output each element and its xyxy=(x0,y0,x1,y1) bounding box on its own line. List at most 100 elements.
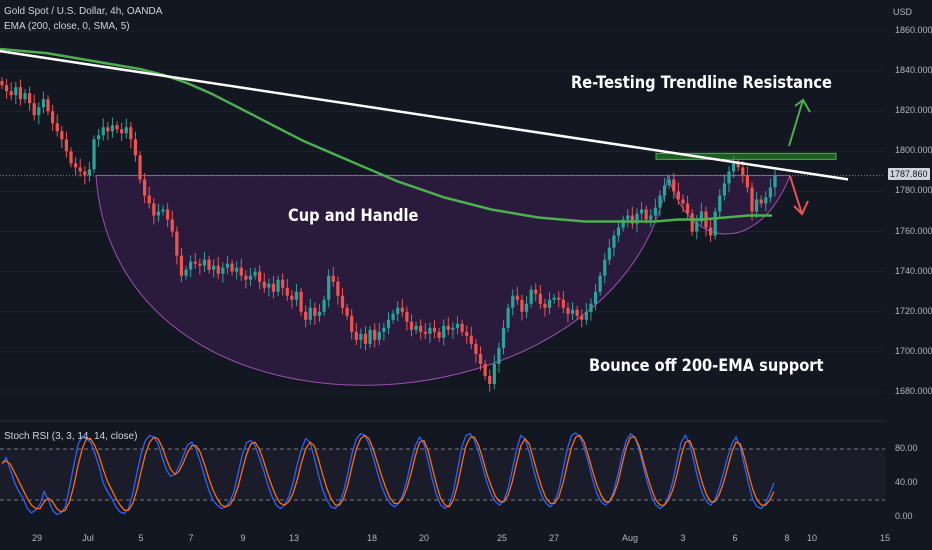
candle-body xyxy=(672,179,676,192)
x-tick-label: 7 xyxy=(188,533,194,543)
candle-body xyxy=(584,311,588,320)
candle-body xyxy=(589,303,593,312)
candle-body xyxy=(442,325,446,338)
candle-body xyxy=(492,363,496,384)
candle-body xyxy=(290,295,294,300)
candle-body xyxy=(253,271,257,276)
candle-body xyxy=(639,209,644,214)
candle-body xyxy=(529,289,533,304)
rsi-d-line xyxy=(1,434,775,513)
arrow-up-icon xyxy=(788,98,811,147)
candle-body xyxy=(74,163,78,168)
candle-body xyxy=(166,209,170,220)
candle-body xyxy=(727,171,731,184)
candle-body xyxy=(524,303,529,312)
candle-body xyxy=(304,311,308,320)
candle-body xyxy=(354,331,358,340)
x-tick-label: 9 xyxy=(240,533,246,543)
cup-shape xyxy=(95,174,669,386)
candle-body xyxy=(299,291,303,312)
candle-body xyxy=(313,307,317,316)
candle-body xyxy=(722,183,726,196)
candle-body xyxy=(32,103,36,116)
candle-body xyxy=(469,335,473,344)
candle-body xyxy=(175,231,179,256)
candle-body xyxy=(51,111,55,124)
candle-body xyxy=(147,195,151,204)
candle-body xyxy=(607,247,611,260)
candle-body xyxy=(764,197,768,204)
candle-body xyxy=(64,139,69,152)
candle-body xyxy=(708,227,713,236)
x-tick-label: Jul xyxy=(82,533,94,543)
candle-body xyxy=(451,327,455,330)
candle-body xyxy=(83,171,87,176)
candle-body xyxy=(695,221,699,232)
candle-body xyxy=(593,291,598,304)
rsi-tick-label: 40.00 xyxy=(895,477,918,487)
candle-body xyxy=(575,309,579,316)
candle-body xyxy=(92,139,96,170)
candle-body xyxy=(161,209,165,212)
candle-body xyxy=(501,327,506,348)
candle-body xyxy=(46,99,50,112)
candle-body xyxy=(308,307,312,320)
candle-body xyxy=(557,297,561,300)
rsi-tick-label: 80.00 xyxy=(895,443,918,453)
candle-body xyxy=(400,307,404,312)
candle-body xyxy=(685,203,690,214)
candle-body xyxy=(520,299,524,312)
candle-body xyxy=(644,209,648,220)
candle-body xyxy=(239,267,243,276)
x-tick-label: 8 xyxy=(784,533,790,543)
resistance-zone xyxy=(655,152,837,160)
candle-body xyxy=(212,265,216,270)
candle-body xyxy=(340,295,345,308)
candle-body xyxy=(478,353,483,364)
candle-body xyxy=(230,263,234,272)
candle-body xyxy=(156,211,161,216)
x-tick-label: 18 xyxy=(366,533,378,543)
candle-body xyxy=(621,219,625,228)
candle-body xyxy=(515,295,519,300)
candle-body xyxy=(179,255,184,276)
x-tick-label: 5 xyxy=(138,533,144,543)
candle-body xyxy=(658,195,662,208)
candle-body xyxy=(345,307,349,316)
ema-legend: EMA (200, close, 0, SMA, 5) xyxy=(4,21,130,32)
candle-body xyxy=(483,363,487,376)
candles xyxy=(0,77,777,392)
y-tick-label: 1800.000 xyxy=(895,145,932,156)
candle-body xyxy=(566,307,570,314)
candle-body xyxy=(423,331,427,334)
candle-body xyxy=(129,127,133,140)
candle-body xyxy=(382,327,386,332)
candle-body xyxy=(580,315,584,320)
y-tick-label: 1860.000 xyxy=(895,25,932,35)
candle-body xyxy=(741,167,745,176)
trendline xyxy=(0,49,849,181)
x-tick-label: 6 xyxy=(732,533,738,543)
candle-body xyxy=(110,125,115,132)
candle-body xyxy=(465,331,469,336)
y-tick-label: 1780.000 xyxy=(895,185,932,196)
candle-body xyxy=(294,291,299,300)
candle-body xyxy=(193,261,197,264)
candle-body xyxy=(55,123,59,132)
candle-body xyxy=(198,263,202,266)
rsi-tick-label: 0.00 xyxy=(895,511,913,521)
candle-body xyxy=(143,179,147,196)
candle-body xyxy=(396,307,400,314)
candle-body xyxy=(405,311,409,322)
candle-body xyxy=(124,127,128,134)
candle-body xyxy=(511,295,515,308)
candle-body xyxy=(23,93,27,100)
candle-body xyxy=(446,325,450,330)
candle-body xyxy=(653,207,657,216)
annotation-cup: Cup and Handle xyxy=(288,206,419,226)
candle-body xyxy=(18,87,23,100)
candle-body xyxy=(635,213,639,224)
currency-label: USD xyxy=(893,7,913,17)
x-tick-label: 15 xyxy=(879,533,891,543)
